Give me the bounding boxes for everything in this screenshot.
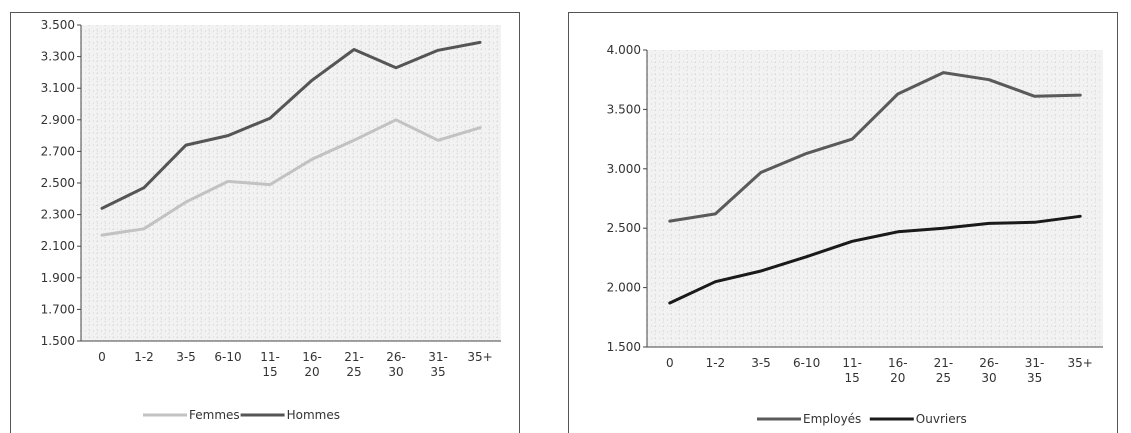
y-tick-label: 1.900 [41,271,75,285]
x-tick-label-line: 35+ [467,350,492,364]
series-line-ouvriers [668,214,1082,305]
x-tick-label-line: 11- [842,356,862,370]
y-tick-label: 2.300 [41,208,75,222]
x-tick-label: 1-2 [706,356,726,370]
y-tick-label: 1.500 [41,334,75,348]
x-tick-label: 11-15 [260,350,280,379]
y-tick-label: 3.300 [41,50,75,64]
left-chart-panel: 1.500 1.700 1.900 2.100 2.300 2.500 2.700 2.900… [10,12,520,433]
left-chart: 1.500 1.700 1.900 2.100 2.300 2.500 2.700 2.900… [41,18,501,422]
x-tick-label-line: 20 [304,365,319,379]
x-tick-label: 6-10 [214,350,241,364]
x-tick-label: 0 [666,356,674,370]
plot-area [81,25,501,341]
grid [647,50,1103,347]
y-tick-label: 3.500 [607,102,641,116]
x-tick-label: 31-35 [428,350,448,379]
y-tick-label: 2.500 [41,176,75,190]
x-tick-label-line: 15 [845,371,860,385]
grid [81,25,501,341]
x-tick-label: 21-25 [344,350,364,379]
x-tick-label-line: 35+ [1068,356,1093,370]
x-tick-label-line: 26- [979,356,999,370]
x-tick-label: 21-25 [934,356,954,385]
x-tick-label-line: 11- [260,350,280,364]
x-tick-label: 11-15 [842,356,862,385]
y-tick-label: 2.900 [41,113,75,127]
x-tick-label: 26-30 [979,356,999,385]
x-tick-label-line: 6-10 [793,356,820,370]
y-tick-label: 2.500 [607,221,641,235]
right-chart-panel: 1.500 2.000 2.500 3.000 3.500 4.000 0 1-2 3-5 6-1… [568,12,1118,433]
x-tick-label: 16-20 [888,356,908,385]
x-tick-label-line: 6-10 [214,350,241,364]
x-tick-label-line: 1-2 [134,350,154,364]
x-tick-label: 1-2 [134,350,154,364]
y-tick-label: 1.500 [607,340,641,354]
x-tick-label: 26-30 [386,350,406,379]
x-tick-label-line: 1-2 [706,356,726,370]
y-tick-label: 2.100 [41,239,75,253]
x-tick-label-line: 15 [262,365,277,379]
series-line-hommes [100,40,482,210]
x-tick-label-line: 35 [1027,371,1042,385]
y-tick-label: 3.100 [41,81,75,95]
x-tick-label: 0 [98,350,106,364]
x-tick-label-line: 16- [888,356,908,370]
x-tick-label: 35+ [467,350,492,364]
x-tick-label-line: 21- [344,350,364,364]
y-tick-label: 4.000 [607,43,641,57]
y-tick-label: 3.000 [607,162,641,176]
x-tick-label-line: 0 [666,356,674,370]
y-tick-label: 2.700 [41,144,75,158]
x-tick-label-line: 0 [98,350,106,364]
x-tick-label-line: 35 [430,365,445,379]
legend-label: Ouvriers [916,412,967,426]
x-tick-label: 31-35 [1025,356,1045,385]
x-tick-label-line: 26- [386,350,406,364]
x-tick-label-line: 30 [981,371,996,385]
legend-label: Employés [803,412,861,426]
x-tick-label-line: 16- [302,350,322,364]
y-tick-label: 2.000 [607,281,641,295]
x-tick-label-line: 3-5 [751,356,771,370]
x-tick-label: 35+ [1068,356,1093,370]
x-tick-label: 16-20 [302,350,322,379]
series-line-employés [668,71,1082,223]
x-tick-label-line: 25 [346,365,361,379]
x-tick-label: 3-5 [751,356,771,370]
series-line-femmes [100,118,482,237]
right-chart: 1.500 2.000 2.500 3.000 3.500 4.000 0 1-2 3-5 6-1… [607,43,1103,426]
y-tick-label: 3.500 [41,18,75,32]
x-tick-label: 6-10 [793,356,820,370]
legend-label: Hommes [287,408,340,422]
x-tick-label-line: 20 [890,371,905,385]
plot-area [647,50,1103,347]
x-tick-label-line: 31- [1025,356,1045,370]
x-tick-label-line: 21- [934,356,954,370]
y-tick-label: 1.700 [41,302,75,316]
x-tick-label: 3-5 [176,350,196,364]
x-tick-label-line: 3-5 [176,350,196,364]
x-tick-label-line: 25 [936,371,951,385]
x-tick-label-line: 30 [388,365,403,379]
x-tick-label-line: 31- [428,350,448,364]
legend-label: Femmes [189,408,240,422]
